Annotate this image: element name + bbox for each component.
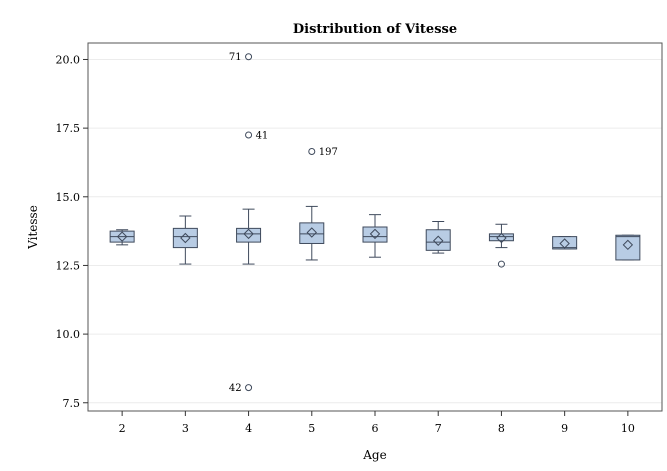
- outlier-point: [497, 260, 505, 268]
- mean-marker: [433, 235, 444, 246]
- box-group-age-10: [615, 234, 641, 261]
- mean-marker: [306, 227, 317, 238]
- outlier-point: [245, 131, 253, 139]
- box-group-age-9: [552, 236, 578, 250]
- mean-marker: [559, 238, 570, 249]
- box-group-age-5: 197: [299, 147, 338, 261]
- box-group-age-7: [425, 221, 451, 254]
- box-group-age-6: [362, 214, 388, 258]
- boxes-layer: 71 41 42 197: [109, 52, 641, 394]
- iqr-box: [425, 229, 451, 251]
- outlier-point: [308, 147, 316, 155]
- iqr-box: [615, 234, 641, 261]
- mean-marker: [622, 239, 634, 251]
- box-group-age-4: 71 41 42: [229, 52, 268, 394]
- x-tick-label: 4: [245, 422, 252, 435]
- mean-marker: [243, 228, 254, 240]
- x-axis: 2 3 4 5 6 7 8 9 10: [119, 411, 635, 435]
- outlier-point: [245, 53, 253, 61]
- grid-lines: [88, 58, 662, 404]
- y-tick-label: 17.5: [56, 122, 81, 135]
- outlier-point: [245, 384, 253, 392]
- iqr-box: [488, 233, 514, 242]
- iqr-box: [299, 222, 325, 244]
- box-group-age-2: [109, 229, 135, 246]
- x-axis-label: Age: [362, 448, 386, 462]
- mean-marker: [496, 232, 507, 244]
- x-tick-label: 5: [308, 422, 315, 435]
- y-axis: 7.5 10.0 12.5 15.0 17.5 20.0: [56, 53, 88, 410]
- y-tick-label: 15.0: [56, 191, 81, 204]
- box-group-age-3: [172, 215, 198, 265]
- x-tick-label: 9: [561, 422, 568, 435]
- outlier-label: 71: [229, 52, 242, 63]
- y-tick-label: 7.5: [63, 397, 81, 410]
- box-group-age-8: [488, 223, 514, 268]
- x-tick-label: 8: [498, 422, 505, 435]
- mean-marker: [116, 231, 128, 242]
- y-tick-label: 20.0: [56, 53, 81, 66]
- x-tick-label: 7: [435, 422, 442, 435]
- x-tick-label: 6: [372, 422, 379, 435]
- outlier-label: 197: [319, 147, 338, 158]
- mean-marker: [369, 228, 381, 240]
- mean-marker: [180, 232, 191, 244]
- y-tick-label: 12.5: [56, 259, 81, 272]
- iqr-box: [172, 227, 198, 249]
- iqr-box: [552, 236, 578, 250]
- y-tick-label: 10.0: [56, 328, 81, 341]
- x-tick-label: 10: [621, 422, 635, 435]
- outlier-label: 41: [256, 131, 269, 142]
- chart-title: Distribution of Vitesse: [293, 22, 457, 37]
- x-tick-label: 2: [119, 422, 126, 435]
- iqr-box: [362, 226, 388, 243]
- x-tick-label: 3: [182, 422, 189, 435]
- iqr-box: [236, 227, 262, 243]
- outlier-label: 42: [229, 383, 242, 394]
- y-axis-label: Vitesse: [26, 205, 40, 250]
